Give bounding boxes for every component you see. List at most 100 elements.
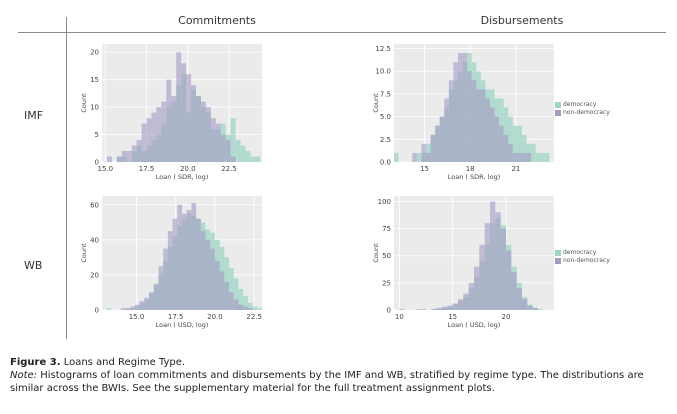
x-tick-label: 15 <box>448 313 457 321</box>
histogram-bar-non-democracy <box>522 299 528 310</box>
y-tick-label: 0 <box>387 307 391 315</box>
note-label: Note: <box>10 370 38 381</box>
histogram-bar-non-democracy <box>182 213 187 310</box>
histogram-bar-democracy <box>544 152 550 162</box>
legend-label-democracy: democracy <box>563 249 597 256</box>
histogram-bar-non-democracy <box>508 143 513 162</box>
histogram-bar-non-democracy <box>144 297 150 310</box>
x-axis-label: Loan ( USD, log) <box>448 321 501 329</box>
histogram-bar-non-democracy <box>233 299 239 310</box>
histogram-bar-democracy <box>238 288 244 310</box>
histogram-bar-non-democracy <box>499 125 504 162</box>
histogram-bar-non-democracy <box>196 96 201 162</box>
histogram-bar-democracy <box>257 308 262 310</box>
x-tick-label: 17.5 <box>139 165 155 173</box>
histogram-bar-democracy <box>229 267 234 310</box>
y-tick-label: 25 <box>382 279 391 287</box>
histogram-bar-non-democracy <box>503 134 509 162</box>
histogram-bar-democracy <box>255 156 261 162</box>
x-tick-label: 15.0 <box>98 165 114 173</box>
histogram-bar-democracy <box>540 152 545 162</box>
x-tick-label: 18 <box>466 165 475 173</box>
x-tick-label: 10 <box>395 313 404 321</box>
note-text: Histograms of loan commitments and disbu… <box>10 370 644 394</box>
histogram-bar-non-democracy <box>442 306 448 310</box>
legend-imf: democracy non-democracy <box>555 101 610 117</box>
histogram-bar-non-democracy <box>431 308 437 310</box>
histogram-bar-non-democracy <box>219 271 225 310</box>
histogram-bar-democracy <box>503 107 509 162</box>
y-axis-label: Count <box>372 93 380 113</box>
histogram-bar-democracy <box>535 152 541 162</box>
histogram-bar-non-democracy <box>134 304 140 310</box>
panel-wb-commitments: 0 20 40 60 15.0 17.5 20.0 22.5 Loan ( USD, log) C… <box>80 196 262 329</box>
histogram-bar-non-democracy <box>126 151 132 162</box>
histogram-bar-democracy <box>247 302 253 310</box>
y-tick-label: 5.0 <box>380 113 391 121</box>
x-tick-label: 22.5 <box>246 313 262 321</box>
histogram-bar-non-democracy <box>467 71 472 162</box>
histogram-bar-non-democracy <box>468 282 474 310</box>
histogram-bar-democracy <box>233 278 239 310</box>
y-tick-label: 12.5 <box>375 45 391 53</box>
histogram-bar-non-democracy <box>474 266 480 310</box>
histogram-bar-non-democracy <box>205 107 211 162</box>
histogram-bar-non-democracy <box>490 107 495 162</box>
legend-swatch-non-democracy <box>555 257 561 264</box>
y-tick-label: 75 <box>382 225 391 233</box>
histogram-bar-democracy <box>235 140 241 162</box>
histogram-bar-non-democracy <box>458 53 463 163</box>
x-tick-label: 15.0 <box>129 313 145 321</box>
histogram-bar-non-democracy <box>200 231 206 310</box>
histogram-bar-democracy <box>538 308 544 310</box>
x-tick-label: 15 <box>420 165 429 173</box>
histogram-bar-non-democracy <box>141 123 147 162</box>
histogram-bar-non-democracy <box>399 308 405 310</box>
histogram-bar-non-democracy <box>463 293 469 310</box>
legend-swatch-non-democracy <box>555 109 561 116</box>
histogram-bar-non-democracy <box>420 308 426 310</box>
histogram-bar-non-democracy <box>230 156 236 162</box>
x-axis-label: Loan ( SDR, log) <box>448 173 500 181</box>
histogram-bar-non-democracy <box>177 204 182 310</box>
panel-imf-commitments: 0 5 10 15 20 15.0 17.5 20.0 22.5 Loan ( SDR, log)… <box>80 44 262 181</box>
y-tick-label: 100 <box>378 198 391 206</box>
histogram-bar-non-democracy <box>243 306 248 310</box>
histogram-bar-non-democracy <box>130 306 135 310</box>
legend-label-non-democracy: non-democracy <box>563 109 610 116</box>
histogram-bar-non-democracy <box>522 152 527 162</box>
y-tick-label: 7.5 <box>380 90 391 98</box>
histogram-bar-non-democracy <box>149 292 154 310</box>
histogram-bar-non-democracy <box>166 79 172 162</box>
y-tick-label: 15 <box>90 76 99 84</box>
histogram-bar-non-democracy <box>444 98 449 162</box>
x-tick-label: 22.5 <box>221 165 237 173</box>
histogram-bar-non-democracy <box>436 307 442 310</box>
y-tick-label: 20 <box>90 49 99 57</box>
caption-note: Note: Histograms of loan commitments and… <box>10 369 670 395</box>
legend-item-democracy: democracy <box>555 101 610 109</box>
y-tick-label: 50 <box>382 252 391 260</box>
histogram-bar-non-democracy <box>156 107 162 162</box>
legend-swatch-democracy <box>555 101 561 108</box>
histogram-bar-non-democracy <box>526 152 532 162</box>
y-tick-label: 20 <box>90 271 99 279</box>
caption-title-line: Figure 3. Loans and Regime Type. <box>10 356 670 369</box>
y-tick-label: 10 <box>90 104 99 112</box>
x-axis-label: Loan ( SDR, log) <box>156 173 208 181</box>
histogram-bar-democracy <box>250 156 256 162</box>
histogram-bar-non-democracy <box>479 244 485 310</box>
histogram-bar-non-democracy <box>511 272 517 310</box>
histogram-bar-democracy <box>243 295 248 310</box>
y-axis-label: Count <box>80 243 88 263</box>
column-header-commitments: Commitments <box>178 14 256 27</box>
y-tick-label: 0 <box>95 307 99 315</box>
histogram-bar-democracy <box>517 125 522 162</box>
column-header-disbursements: Disbursements <box>480 14 564 27</box>
x-axis-label: Loan ( USD, log) <box>156 321 209 329</box>
histogram-bar-non-democracy <box>172 218 178 310</box>
histogram-bar-non-democracy <box>186 74 192 162</box>
figure-caption: Figure 3. Loans and Regime Type. Note: H… <box>10 356 670 395</box>
histogram-bar-non-democracy <box>214 260 220 310</box>
